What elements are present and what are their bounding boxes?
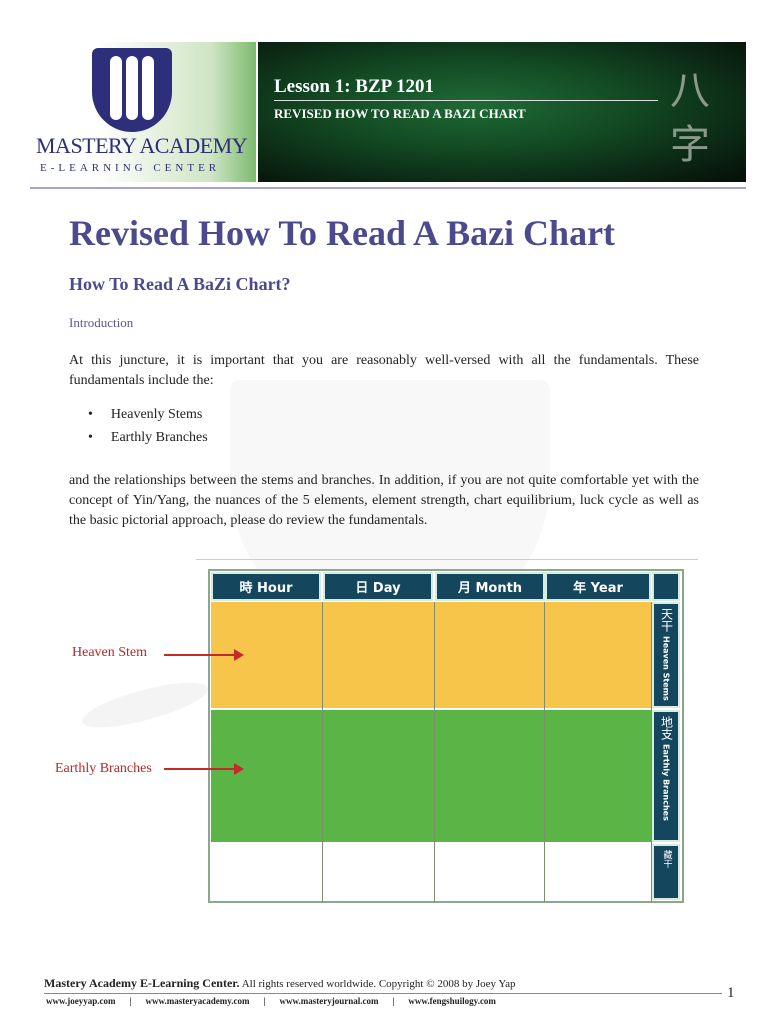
footer-rights: All rights reserved worldwide. Copyright… (241, 978, 516, 990)
bazi-chart-figure: 時 Hour 日 Day 月 Month 年 Year 天干 Heaven St… (208, 569, 684, 903)
list-item-text: Earthly Branches (110, 430, 208, 445)
column-header-day: 日 Day (323, 572, 433, 601)
lesson-title: REVISED HOW TO READ A BAZI CHART (274, 106, 526, 121)
page-title: Revised How To Read A Bazi Chart (69, 213, 616, 253)
side-chinese: 藏干 (661, 850, 672, 868)
arrow-right-icon (164, 649, 244, 661)
column-header-blank (652, 572, 680, 601)
side-english: Earthly Branches (661, 744, 671, 821)
side-chinese: 天干 (659, 608, 674, 632)
footer-link[interactable]: www.joeyyap.com (46, 996, 116, 1006)
list-item-text: Heavenly Stems (110, 407, 203, 422)
column-header-month: 月 Month (435, 572, 545, 601)
page-number: 1 (727, 985, 735, 1001)
page-subtitle: How To Read A BaZi Chart? (69, 274, 291, 294)
earthly-branch-row (211, 710, 651, 842)
shield-logo-icon (92, 48, 172, 132)
label-earthly-branches: Earthly Branches (55, 761, 152, 776)
column-header-hour: 時 Hour (211, 572, 321, 601)
footer-link[interactable]: www.fengshuilogy.com (408, 996, 496, 1006)
logo-subtitle: E-LEARNING CENTER (40, 162, 221, 174)
footer-links: www.joeyyap.com | www.masteryacademy.com |… (46, 996, 496, 1006)
watermark-swirl (78, 673, 212, 737)
footer-link[interactable]: www.masteryacademy.com (145, 996, 250, 1006)
figure-rule (196, 559, 698, 560)
list-item: • Earthly Branches (88, 430, 208, 445)
logo-name: MASTERY ACADEMY (36, 133, 248, 158)
header-rule (30, 187, 746, 189)
footer-org: Mastery Academy E-Learning Center. (44, 976, 240, 990)
footer-rule (44, 993, 722, 994)
paragraph: and the relationships between the stems … (69, 473, 699, 528)
footer-copyright: Mastery Academy E-Learning Center. All r… (44, 976, 516, 991)
chinese-char: 字 (670, 122, 710, 168)
divider (274, 100, 658, 101)
chinese-char: 八 (670, 68, 710, 114)
lesson-banner: Lesson 1: BZP 1201 REVISED HOW TO READ A… (258, 42, 746, 182)
side-english: Heaven Stems (661, 636, 671, 701)
label-heaven-stem: Heaven Stem (72, 645, 148, 660)
side-chinese: 地支 (659, 716, 674, 740)
logo-panel: MASTERY ACADEMY E-LEARNING CENTER (30, 42, 256, 182)
side-label-earthly-branches: 地支 Earthly Branches (652, 710, 680, 842)
list-item: • Heavenly Stems (88, 407, 203, 422)
paragraph: At this juncture, it is important that y… (69, 353, 699, 388)
lesson-code: Lesson 1: BZP 1201 (274, 76, 434, 97)
footer-link[interactable]: www.masteryjournal.com (279, 996, 379, 1006)
side-label-hidden-stems: 藏干 (652, 844, 680, 900)
heaven-stem-row (211, 602, 651, 708)
arrow-right-icon (164, 763, 244, 775)
side-label-heaven-stems: 天干 Heaven Stems (652, 602, 680, 708)
column-header-year: 年 Year (545, 572, 651, 601)
section-heading: Introduction (69, 315, 134, 330)
